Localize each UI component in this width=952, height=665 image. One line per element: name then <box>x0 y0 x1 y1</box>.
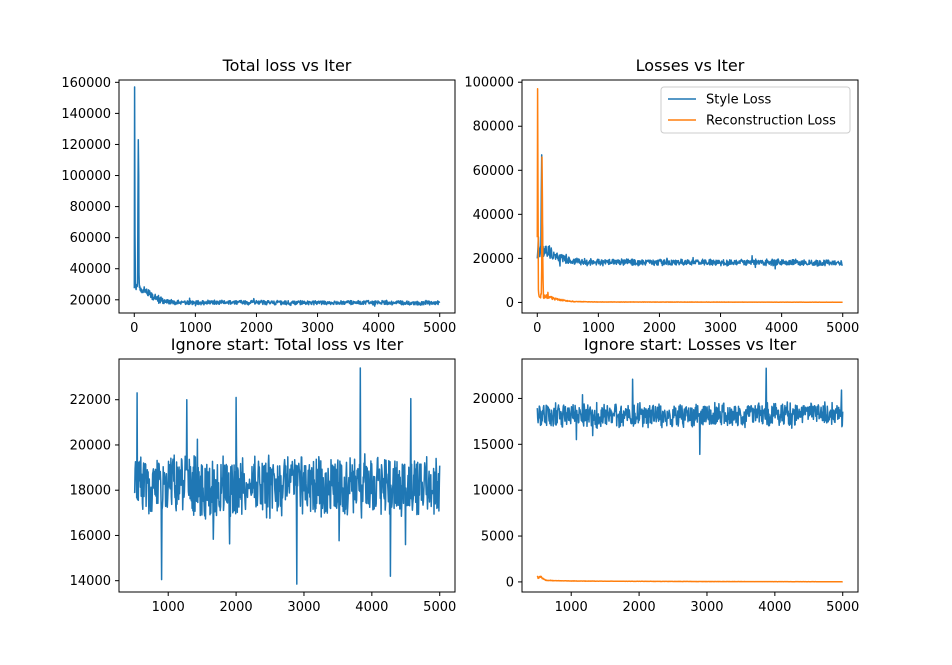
y-tick-label: 22000 <box>70 393 111 408</box>
axes-frame <box>118 358 456 593</box>
y-tick-label: 16000 <box>70 529 111 544</box>
x-tick-label: 4000 <box>362 321 395 336</box>
y-tick-label: 0 <box>506 296 514 311</box>
y-tick-label: 15000 <box>473 438 514 453</box>
x-tick-label: 4000 <box>765 321 798 336</box>
x-tick-label: 1000 <box>179 321 212 336</box>
y-tick-label: 20000 <box>70 293 111 308</box>
series-line-total-loss <box>133 86 441 307</box>
y-tick-label: 5000 <box>481 530 514 545</box>
subplot-2: Losses vs Iter 0 1000 2000 3000 4000 5000 0 2000… <box>464 56 859 336</box>
legend: Style Loss Reconstruction Loss <box>660 86 851 134</box>
y-tick-label: 60000 <box>473 164 514 179</box>
y-tick-label: 20000 <box>473 392 514 407</box>
x-tick-label: 1000 <box>555 600 588 615</box>
x-tick-label: 1000 <box>152 600 185 615</box>
subplot-title: Ignore start: Total loss vs Iter <box>171 335 404 354</box>
y-tick-label: 160000 <box>61 76 111 91</box>
subplot-3: Ignore start: Total loss vs Iter 1000 2000… <box>70 335 457 615</box>
subplot-title: Total loss vs Iter <box>222 56 352 75</box>
x-tick-label: 2000 <box>623 600 656 615</box>
y-tick-label: 100000 <box>464 76 514 91</box>
x-tick-label: 2000 <box>240 321 273 336</box>
axes-frame <box>521 358 859 593</box>
x-tick-label: 0 <box>130 321 138 336</box>
y-tick-label: 18000 <box>70 484 111 499</box>
y-tick-label: 60000 <box>70 231 111 246</box>
series-line-total-loss <box>133 367 441 585</box>
x-tick-label: 3000 <box>704 321 737 336</box>
x-tick-label: 0 <box>533 321 541 336</box>
x-tick-label: 3000 <box>287 600 320 615</box>
legend-box <box>660 86 851 134</box>
y-tick-label: 120000 <box>61 138 111 153</box>
subplot-title: Ignore start: Losses vs Iter <box>584 335 797 354</box>
series-line-style-loss <box>536 367 844 456</box>
x-tick-label: 5000 <box>423 321 456 336</box>
y-tick-label: 40000 <box>473 208 514 223</box>
x-tick-label: 5000 <box>826 321 859 336</box>
x-tick-label: 4000 <box>758 600 791 615</box>
subplot-1: Total loss vs Iter 0 1000 2000 3000 4000 5000 2… <box>61 56 456 336</box>
y-tick-label: 80000 <box>473 120 514 135</box>
axes-frame <box>521 79 859 314</box>
y-tick-label: 140000 <box>61 107 111 122</box>
x-tick-label: 5000 <box>826 600 859 615</box>
x-tick-label: 2000 <box>643 321 676 336</box>
x-tick-label: 3000 <box>301 321 334 336</box>
legend-label: Style Loss <box>706 93 772 108</box>
subplot-title: Losses vs Iter <box>636 56 745 75</box>
x-tick-label: 1000 <box>582 321 615 336</box>
subplot-4: Ignore start: Losses vs Iter 1000 2000 3000… <box>473 335 860 615</box>
series-line-reconstruction-loss <box>536 575 844 583</box>
y-tick-label: 20000 <box>70 438 111 453</box>
legend-label: Reconstruction Loss <box>706 114 836 129</box>
axes-frame <box>118 79 456 314</box>
y-tick-label: 100000 <box>61 169 111 184</box>
y-tick-label: 40000 <box>70 262 111 277</box>
series-line-reconstruction-loss <box>536 88 843 304</box>
x-tick-label: 5000 <box>423 600 456 615</box>
x-tick-label: 3000 <box>690 600 723 615</box>
y-tick-label: 10000 <box>473 484 514 499</box>
x-tick-label: 4000 <box>355 600 388 615</box>
y-tick-label: 20000 <box>473 252 514 267</box>
x-tick-label: 2000 <box>220 600 253 615</box>
series-line-style-loss <box>536 154 844 270</box>
y-tick-label: 14000 <box>70 574 111 589</box>
y-tick-label: 80000 <box>70 200 111 215</box>
y-tick-label: 0 <box>506 575 514 590</box>
